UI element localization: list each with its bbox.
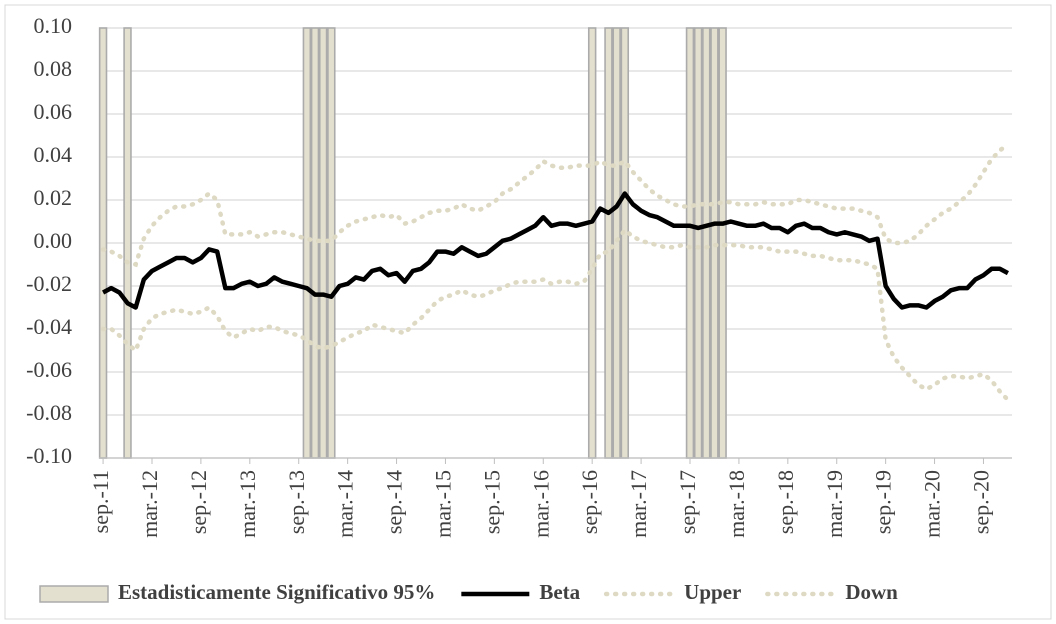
y-tick-label: 0.10 — [34, 13, 73, 38]
y-tick-label: 0.06 — [34, 99, 73, 124]
x-tick-label: sep.-20 — [969, 470, 994, 534]
y-tick-label: 0.08 — [34, 56, 73, 81]
legend-label: Beta — [539, 580, 580, 604]
x-tick-label: sep.-15 — [479, 470, 504, 534]
x-tick-label: sep.-18 — [773, 470, 798, 534]
x-tick-label: mar.-17 — [626, 470, 651, 538]
y-tick-label: -0.02 — [26, 271, 72, 296]
legend-swatch — [39, 585, 109, 603]
x-tick-label: sep.-17 — [675, 470, 700, 534]
x-tick-label: mar.-14 — [333, 470, 358, 538]
y-tick-label: -0.08 — [26, 400, 72, 425]
significance-bar — [604, 27, 613, 459]
x-tick-label: sep.-11 — [88, 470, 113, 533]
legend-label: Estadisticamente Significativo 95% — [118, 580, 435, 604]
y-tick-label: -0.10 — [26, 443, 72, 468]
significance-bar — [123, 27, 132, 459]
legend-label: Upper — [684, 580, 741, 604]
significance-bar — [587, 27, 597, 459]
significance-bar — [98, 27, 108, 459]
significance-bar — [693, 27, 703, 459]
x-tick-label: sep.-19 — [871, 470, 896, 534]
x-tick-label: sep.-16 — [577, 470, 602, 534]
significance-bar — [685, 27, 695, 459]
series-line — [102, 191, 1009, 310]
significance-bar — [318, 27, 328, 459]
x-tick-label: mar.-12 — [137, 470, 162, 538]
x-tick-label: mar.-20 — [920, 470, 945, 538]
significance-bar — [702, 27, 711, 459]
y-tick-label: -0.04 — [26, 314, 72, 339]
x-tick-label: sep.-12 — [186, 470, 211, 534]
x-tick-label: mar.-13 — [235, 470, 260, 538]
x-tick-label: mar.-15 — [430, 470, 455, 538]
x-tick-label: sep.-13 — [284, 470, 309, 534]
y-tick-label: -0.06 — [26, 357, 72, 382]
significance-bar — [620, 27, 630, 459]
y-tick-label: 0.02 — [34, 185, 73, 210]
x-tick-label: mar.-19 — [822, 470, 847, 538]
y-tick-label: 0.00 — [34, 228, 73, 253]
x-tick-label: sep.-14 — [382, 470, 407, 534]
series-line — [100, 226, 1011, 403]
x-tick-label: mar.-16 — [528, 470, 553, 538]
x-tick-label: mar.-18 — [724, 470, 749, 538]
significance-bar — [327, 27, 336, 459]
legend-label: Down — [845, 580, 898, 604]
significance-bar — [302, 27, 312, 459]
significance-bar — [310, 27, 320, 459]
y-tick-label: 0.04 — [34, 142, 73, 167]
significance-bar — [612, 27, 621, 459]
